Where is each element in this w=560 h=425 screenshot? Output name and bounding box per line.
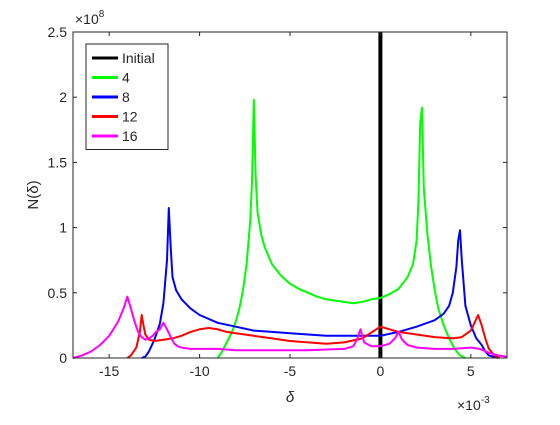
x-multiplier-exponent: -3 <box>481 395 490 406</box>
x-multiplier: ×10-3 <box>457 395 490 413</box>
x-tick-label: 5 <box>467 363 475 379</box>
series-layer <box>72 32 508 359</box>
x-tick-label: -5 <box>284 363 297 379</box>
x-tick-label: 0 <box>377 363 385 379</box>
y-axis-label: N(δ) <box>25 180 42 209</box>
y-tick-label: 0 <box>59 350 67 366</box>
y-tick-label: 1.5 <box>48 154 68 170</box>
legend-label-16: 16 <box>122 128 138 144</box>
legend-label-4: 4 <box>122 70 130 86</box>
y-multiplier: ×108 <box>75 9 105 27</box>
x-tick-label: -15 <box>99 363 119 379</box>
series-line-12 <box>126 314 501 359</box>
labels-layer: ×108 ×10-3 δ N(δ) <box>25 9 490 413</box>
legend-label-12: 12 <box>122 109 138 125</box>
x-axis-label: δ <box>286 389 295 406</box>
series-line-8 <box>141 207 499 359</box>
y-tick-label: 2.5 <box>48 24 68 40</box>
y-tick-label: 1 <box>59 220 67 236</box>
legend-label-initial: Initial <box>122 50 155 66</box>
y-multiplier-exponent: 8 <box>99 9 105 20</box>
y-tick-label: 0.5 <box>48 285 68 301</box>
x-tick-label: -10 <box>189 363 209 379</box>
legend: Initial 4 8 12 16 <box>85 43 169 150</box>
legend-label-8: 8 <box>122 89 130 105</box>
axes-layer: -15 -10 -5 0 5 0 0.5 1 1.5 2 2.5 <box>48 24 508 379</box>
series-line-4 <box>216 98 466 359</box>
y-tick-label: 2 <box>59 89 67 105</box>
series-line-16 <box>72 295 508 359</box>
